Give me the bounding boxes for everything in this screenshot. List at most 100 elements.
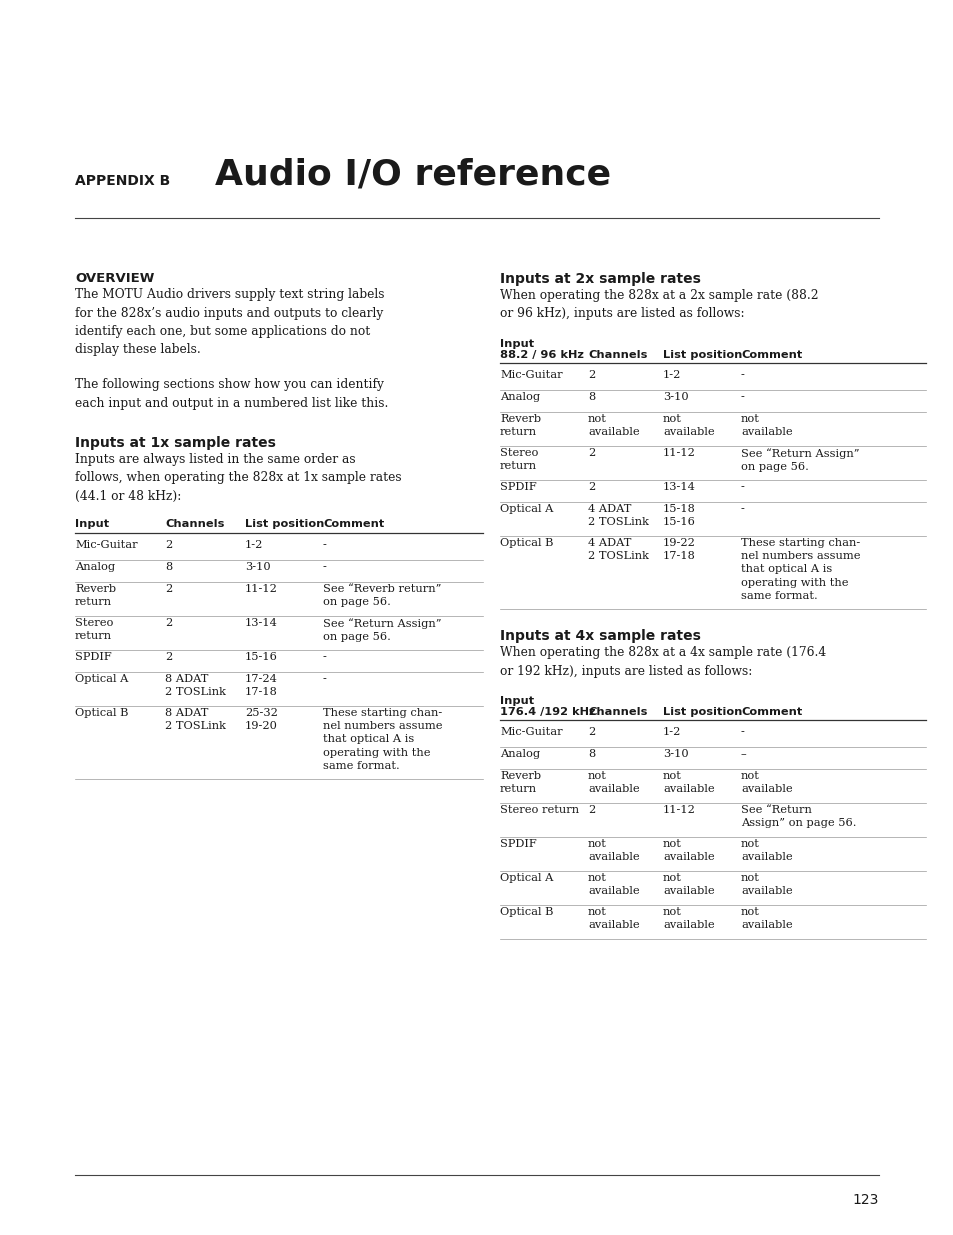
Text: 11-12: 11-12 (662, 805, 695, 815)
Text: 11-12: 11-12 (245, 584, 277, 594)
Text: 3-10: 3-10 (662, 391, 688, 403)
Text: Stereo
return: Stereo return (499, 448, 537, 472)
Text: 2: 2 (165, 540, 172, 550)
Text: Mic-Guitar: Mic-Guitar (499, 727, 562, 737)
Text: Reverb
return: Reverb return (499, 414, 540, 437)
Text: 4 ADAT
2 TOSLink: 4 ADAT 2 TOSLink (587, 538, 648, 561)
Text: Channels: Channels (587, 706, 647, 718)
Text: not
available: not available (587, 414, 639, 437)
Text: not
available: not available (740, 771, 792, 794)
Text: -: - (740, 370, 744, 380)
Text: 2: 2 (587, 482, 595, 492)
Text: -: - (740, 504, 744, 514)
Text: 15-16: 15-16 (245, 652, 277, 662)
Text: Input: Input (499, 338, 534, 350)
Text: -: - (740, 482, 744, 492)
Text: not
available: not available (740, 906, 792, 930)
Text: Input: Input (499, 697, 534, 706)
Text: SPDIF: SPDIF (499, 839, 537, 848)
Text: Stereo return: Stereo return (499, 805, 578, 815)
Text: The following sections show how you can identify
each input and output in a numb: The following sections show how you can … (75, 378, 388, 410)
Text: Comment: Comment (740, 350, 801, 359)
Text: 15-18
15-16: 15-18 15-16 (662, 504, 695, 527)
Text: Inputs are always listed in the same order as
follows, when operating the 828x a: Inputs are always listed in the same ord… (75, 453, 401, 503)
Text: 25-32
19-20: 25-32 19-20 (245, 708, 277, 731)
Text: 2: 2 (587, 448, 595, 458)
Text: See “Return Assign”
on page 56.: See “Return Assign” on page 56. (323, 618, 441, 642)
Text: 88.2 / 96 kHz: 88.2 / 96 kHz (499, 350, 583, 359)
Text: Mic-Guitar: Mic-Guitar (499, 370, 562, 380)
Text: not
available: not available (662, 414, 714, 437)
Text: 123: 123 (852, 1193, 878, 1207)
Text: Optical B: Optical B (499, 538, 553, 548)
Text: -: - (323, 540, 327, 550)
Text: 8 ADAT
2 TOSLink: 8 ADAT 2 TOSLink (165, 674, 226, 698)
Text: Input: Input (75, 519, 109, 529)
Text: Channels: Channels (587, 350, 647, 359)
Text: Optical B: Optical B (499, 906, 553, 918)
Text: These starting chan-
nel numbers assume
that optical A is
operating with the
sam: These starting chan- nel numbers assume … (323, 708, 442, 771)
Text: not
available: not available (740, 414, 792, 437)
Text: 2: 2 (165, 584, 172, 594)
Text: -: - (323, 652, 327, 662)
Text: not
available: not available (587, 771, 639, 794)
Text: -: - (323, 562, 327, 572)
Text: APPENDIX B: APPENDIX B (75, 174, 170, 188)
Text: 3-10: 3-10 (662, 748, 688, 760)
Text: not
available: not available (740, 839, 792, 862)
Text: See “Return Assign”
on page 56.: See “Return Assign” on page 56. (740, 448, 859, 472)
Text: 1-2: 1-2 (662, 370, 680, 380)
Text: not
available: not available (587, 906, 639, 930)
Text: not
available: not available (662, 839, 714, 862)
Text: OVERVIEW: OVERVIEW (75, 272, 154, 285)
Text: Optical A: Optical A (75, 674, 129, 684)
Text: 1-2: 1-2 (662, 727, 680, 737)
Text: List position: List position (662, 706, 741, 718)
Text: See “Reverb return”
on page 56.: See “Reverb return” on page 56. (323, 584, 441, 608)
Text: Channels: Channels (165, 519, 224, 529)
Text: not
available: not available (587, 839, 639, 862)
Text: Inputs at 1x sample rates: Inputs at 1x sample rates (75, 436, 275, 450)
Text: Analog: Analog (499, 748, 539, 760)
Text: 1-2: 1-2 (245, 540, 263, 550)
Text: not
available: not available (587, 873, 639, 897)
Text: 11-12: 11-12 (662, 448, 695, 458)
Text: Audio I/O reference: Audio I/O reference (214, 158, 611, 191)
Text: -: - (740, 727, 744, 737)
Text: 17-24
17-18: 17-24 17-18 (245, 674, 277, 698)
Text: 8: 8 (587, 391, 595, 403)
Text: 2: 2 (587, 727, 595, 737)
Text: 2: 2 (587, 805, 595, 815)
Text: -: - (323, 674, 327, 684)
Text: 8: 8 (587, 748, 595, 760)
Text: 8 ADAT
2 TOSLink: 8 ADAT 2 TOSLink (165, 708, 226, 731)
Text: Mic-Guitar: Mic-Guitar (75, 540, 137, 550)
Text: Analog: Analog (75, 562, 115, 572)
Text: Reverb
return: Reverb return (499, 771, 540, 794)
Text: not
available: not available (662, 906, 714, 930)
Text: When operating the 828x at a 2x sample rate (88.2
or 96 kHz), inputs are listed : When operating the 828x at a 2x sample r… (499, 289, 818, 321)
Text: List position: List position (662, 350, 741, 359)
Text: 176.4 /192 kHz: 176.4 /192 kHz (499, 706, 595, 718)
Text: -: - (740, 391, 744, 403)
Text: –: – (740, 748, 746, 760)
Text: not
available: not available (740, 873, 792, 897)
Text: Optical A: Optical A (499, 504, 553, 514)
Text: not
available: not available (662, 873, 714, 897)
Text: Optical A: Optical A (499, 873, 553, 883)
Text: 2: 2 (165, 618, 172, 629)
Text: 2: 2 (165, 652, 172, 662)
Text: 8: 8 (165, 562, 172, 572)
Text: 2: 2 (587, 370, 595, 380)
Text: These starting chan-
nel numbers assume
that optical A is
operating with the
sam: These starting chan- nel numbers assume … (740, 538, 860, 600)
Text: Reverb
return: Reverb return (75, 584, 116, 608)
Text: See “Return
Assign” on page 56.: See “Return Assign” on page 56. (740, 805, 856, 829)
Text: SPDIF: SPDIF (499, 482, 537, 492)
Text: Comment: Comment (740, 706, 801, 718)
Text: 19-22
17-18: 19-22 17-18 (662, 538, 695, 561)
Text: When operating the 828x at a 4x sample rate (176.4
or 192 kHz), inputs are liste: When operating the 828x at a 4x sample r… (499, 646, 825, 678)
Text: SPDIF: SPDIF (75, 652, 112, 662)
Text: Inputs at 4x sample rates: Inputs at 4x sample rates (499, 629, 700, 643)
Text: Stereo
return: Stereo return (75, 618, 113, 641)
Text: Optical B: Optical B (75, 708, 129, 718)
